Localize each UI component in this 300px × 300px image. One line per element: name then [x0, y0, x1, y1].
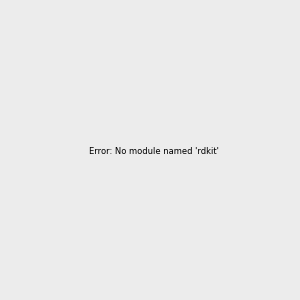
- Text: Error: No module named 'rdkit': Error: No module named 'rdkit': [89, 147, 219, 156]
